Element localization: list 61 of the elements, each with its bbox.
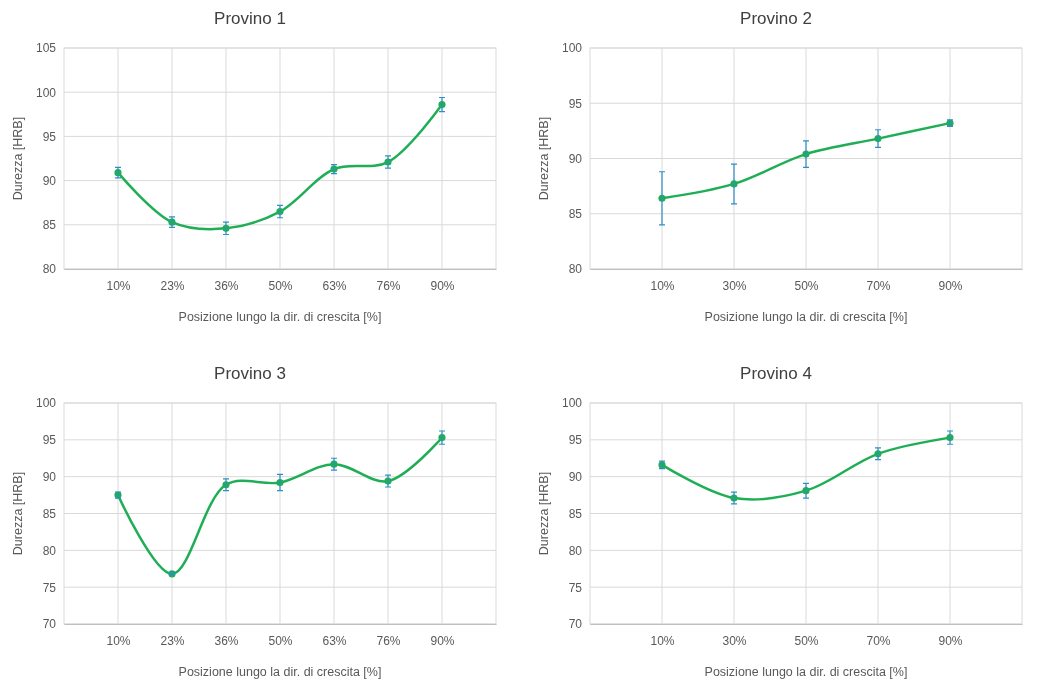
x-tick-label: 63%	[322, 633, 347, 648]
y-tick-label: 80	[568, 262, 583, 277]
y-axis-title: Durezza [HRB]	[11, 471, 25, 556]
x-tick-label: 70%	[866, 633, 891, 648]
y-tick-label: 75	[42, 580, 57, 595]
x-tick-label: 36%	[214, 633, 239, 648]
y-axis-title: Durezza [HRB]	[11, 116, 25, 201]
x-tick-label: 50%	[794, 278, 819, 293]
y-tick-label: 105	[35, 41, 57, 56]
x-tick-label: 76%	[376, 633, 401, 648]
y-tick-label: 80	[42, 262, 57, 277]
x-tick-label: 70%	[866, 278, 891, 293]
chart-title: Provino 1	[214, 9, 286, 28]
y-tick-label: 85	[568, 506, 583, 521]
x-tick-label: 90%	[430, 278, 455, 293]
y-tick-label: 90	[42, 470, 57, 485]
x-tick-label: 36%	[214, 278, 239, 293]
y-tick-label: 100	[561, 396, 583, 411]
x-tick-label: 23%	[160, 633, 185, 648]
y-tick-label: 95	[568, 433, 583, 448]
x-tick-label: 90%	[430, 633, 455, 648]
chart-title: Provino 3	[214, 364, 286, 383]
x-tick-label: 50%	[268, 633, 293, 648]
y-tick-label: 85	[568, 207, 583, 222]
x-tick-label: 90%	[938, 633, 963, 648]
y-tick-label: 100	[35, 396, 57, 411]
x-tick-label: 10%	[106, 278, 131, 293]
y-axis-title: Durezza [HRB]	[537, 116, 551, 201]
y-tick-label: 90	[568, 151, 583, 166]
y-tick-label: 100	[561, 41, 583, 56]
y-tick-label: 85	[42, 506, 57, 521]
x-tick-label: 90%	[938, 278, 963, 293]
y-tick-label: 70	[42, 617, 57, 632]
x-tick-label: 50%	[794, 633, 819, 648]
y-tick-label: 70	[568, 617, 583, 632]
x-tick-label: 50%	[268, 278, 293, 293]
x-axis-title: Posizione lungo la dir. di crescita [%]	[178, 665, 382, 679]
x-axis-title: Posizione lungo la dir. di crescita [%]	[704, 310, 908, 324]
chart-title: Provino 2	[740, 9, 812, 28]
y-tick-label: 75	[568, 580, 583, 595]
x-axis-title: Posizione lungo la dir. di crescita [%]	[704, 665, 908, 679]
y-tick-label: 80	[568, 543, 583, 558]
x-tick-label: 10%	[106, 633, 131, 648]
x-tick-label: 23%	[160, 278, 185, 293]
x-tick-label: 10%	[650, 278, 675, 293]
y-tick-label: 90	[568, 470, 583, 485]
x-tick-label: 63%	[322, 278, 347, 293]
y-tick-label: 95	[42, 129, 57, 144]
x-tick-label: 76%	[376, 278, 401, 293]
y-tick-label: 95	[42, 433, 57, 448]
y-tick-label: 95	[568, 96, 583, 111]
y-tick-label: 80	[42, 543, 57, 558]
x-tick-label: 30%	[722, 278, 747, 293]
x-tick-label: 10%	[650, 633, 675, 648]
chart-title: Provino 4	[740, 364, 812, 383]
y-tick-label: 100	[35, 85, 57, 100]
y-tick-label: 85	[42, 218, 57, 233]
y-tick-label: 90	[42, 173, 57, 188]
y-axis-title: Durezza [HRB]	[537, 471, 551, 556]
x-axis-title: Posizione lungo la dir. di crescita [%]	[178, 310, 382, 324]
x-tick-label: 30%	[722, 633, 747, 648]
